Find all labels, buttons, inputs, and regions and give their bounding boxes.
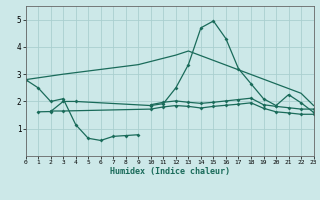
X-axis label: Humidex (Indice chaleur): Humidex (Indice chaleur) (109, 167, 230, 176)
